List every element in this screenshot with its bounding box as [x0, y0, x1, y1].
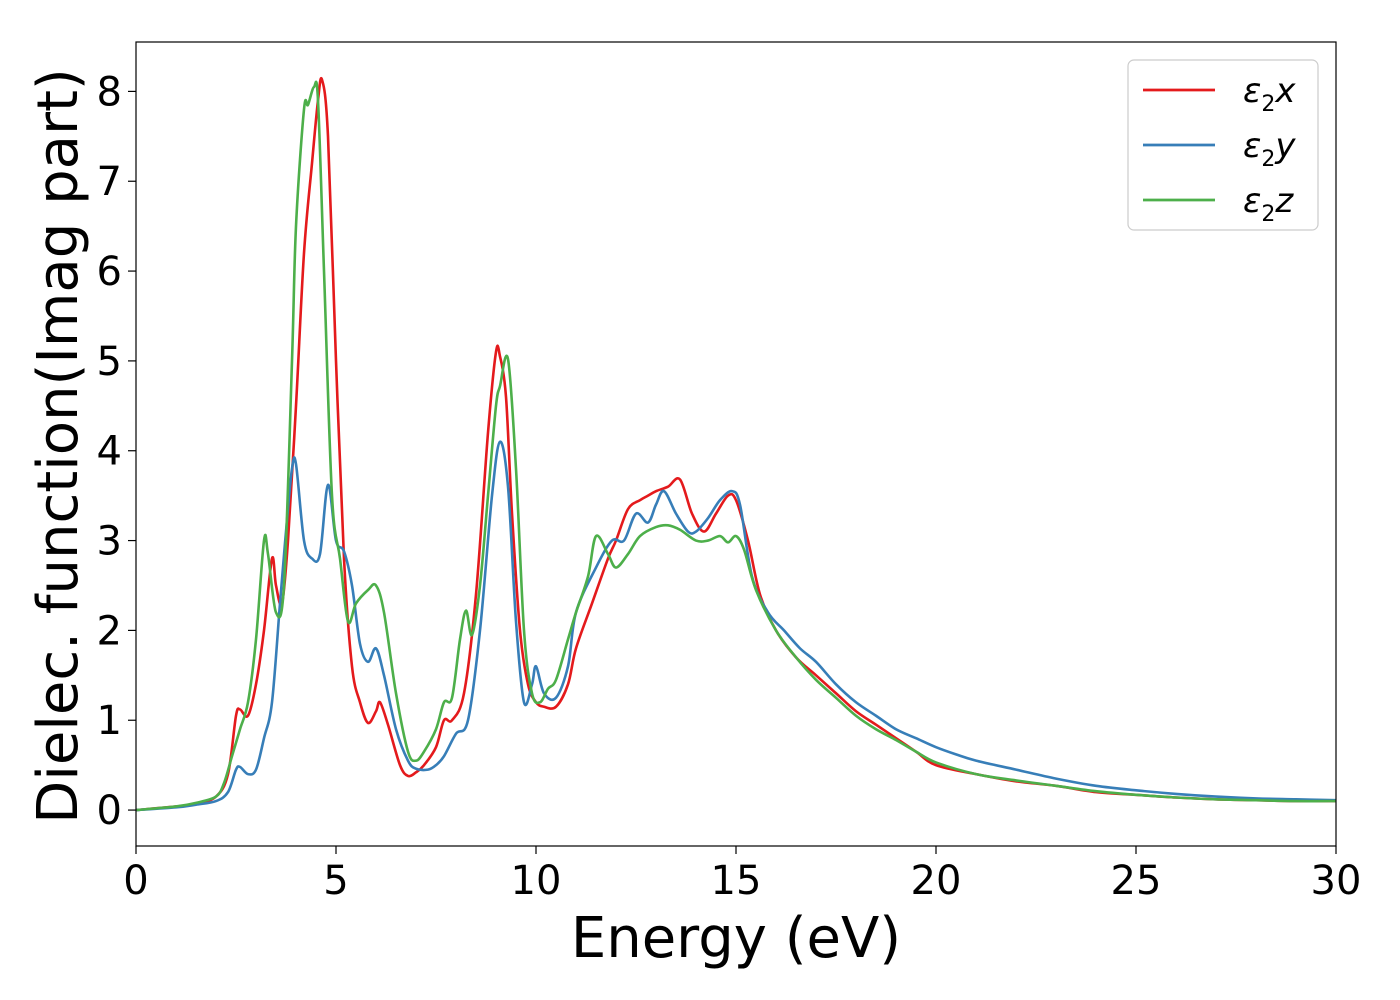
legend-label-x: ε2x	[1243, 71, 1296, 117]
y-tick-label: 3	[97, 519, 122, 565]
legend-label-y: ε2y	[1243, 126, 1296, 172]
y-tick-label: 4	[97, 429, 122, 475]
x-tick-label: 15	[711, 858, 762, 904]
legend-label-z: ε2z	[1243, 181, 1294, 227]
x-tick-label: 20	[911, 858, 962, 904]
y-axis-ticks: 0 1 2 3 4 5 6 7 8	[97, 69, 136, 834]
y-tick-label: 5	[97, 339, 122, 385]
y-tick-label: 0	[97, 788, 122, 834]
series-line-x	[136, 77, 1336, 812]
x-axis-ticks: 0 5 10 15 20 25 30	[123, 846, 1361, 904]
x-tick-label: 0	[123, 858, 148, 904]
y-axis-title: Dielec. function(Imag part)	[26, 68, 91, 824]
y-tick-label: 6	[97, 249, 122, 295]
y-tick-label: 2	[97, 608, 122, 654]
x-tick-label: 30	[1311, 858, 1362, 904]
x-axis-title: Energy (eV)	[571, 906, 901, 971]
x-tick-label: 5	[323, 858, 348, 904]
x-tick-label: 10	[511, 858, 562, 904]
series-layer	[136, 77, 1336, 812]
legend-box	[1127, 59, 1319, 231]
x-tick-label: 25	[1111, 858, 1162, 904]
y-tick-label: 7	[97, 159, 122, 205]
legend: ε2x ε2y ε2z	[1127, 59, 1319, 231]
y-tick-label: 8	[97, 69, 122, 115]
y-tick-label: 1	[97, 698, 122, 744]
series-line-z	[136, 80, 1336, 812]
